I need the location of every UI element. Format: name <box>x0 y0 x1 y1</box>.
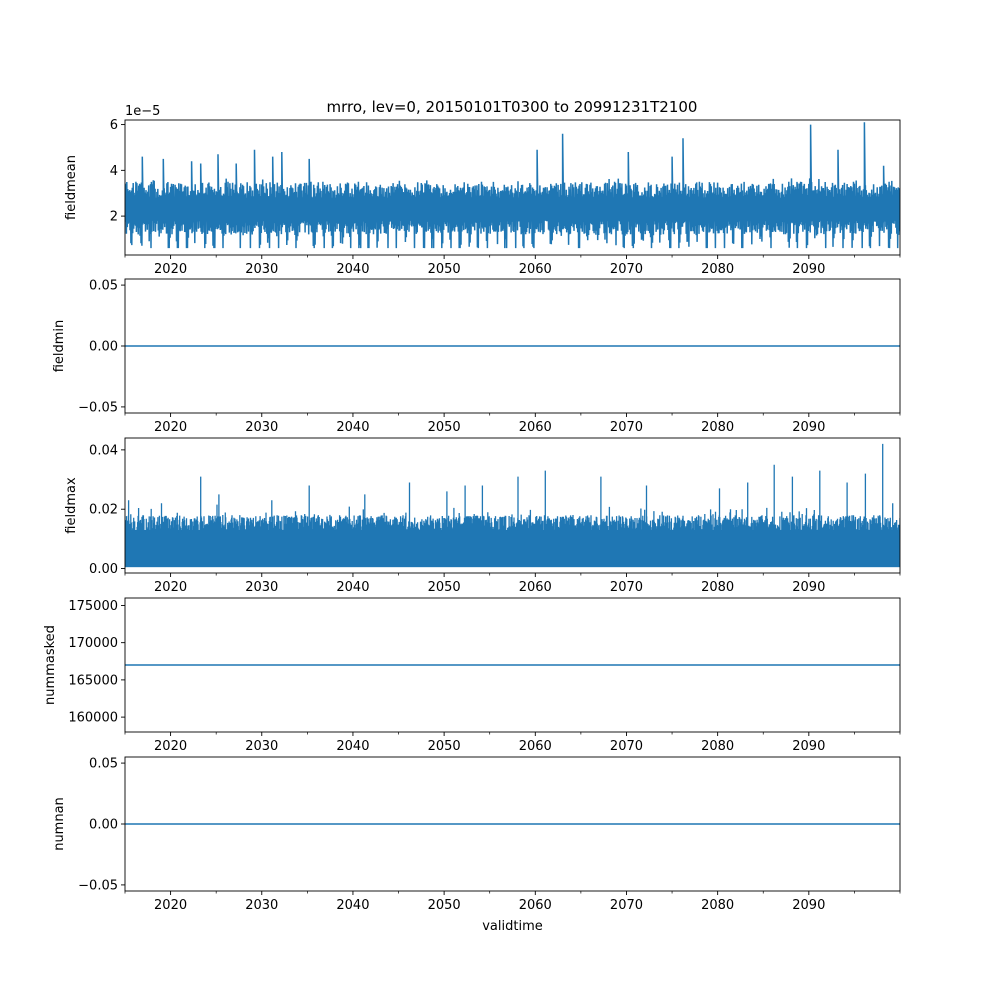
y-tick-label: 0.00 <box>89 818 118 833</box>
subplot-fieldmax: 0.00 0.02 0.04 2020 2030 2040 2050 2060 2070 2080… <box>64 437 901 595</box>
y-axis-label: fieldmax <box>64 477 79 534</box>
y-tick-label: 170000 <box>68 636 118 651</box>
y-tick-label: 0.00 <box>89 562 118 577</box>
x-tick-label: 2090 <box>792 580 825 595</box>
x-tick-label: 2080 <box>701 739 734 754</box>
x-tick-label: 2060 <box>519 898 552 913</box>
x-tick-label: 2050 <box>428 580 461 595</box>
y-axis-label: fieldmin <box>52 320 67 373</box>
y-tick-label: 165000 <box>68 673 118 688</box>
y-tick-label: −0.05 <box>78 878 118 893</box>
x-tick-label: 2090 <box>792 420 825 435</box>
axes-frame <box>124 119 901 256</box>
x-tick-label: 2040 <box>336 420 369 435</box>
x-tick-label: 2040 <box>336 739 369 754</box>
y-tick-label: −0.05 <box>78 400 118 415</box>
x-tick-label: 2030 <box>245 420 278 435</box>
x-tick-label: 2030 <box>245 262 278 277</box>
x-tick-label: 2070 <box>610 580 643 595</box>
x-tick-label: 2030 <box>245 898 278 913</box>
y-tick-label: 4 <box>110 164 118 179</box>
x-tick-label: 2070 <box>610 898 643 913</box>
y-tick-label: 0.00 <box>89 340 118 355</box>
series-fieldmean <box>125 122 900 249</box>
y-tick-label: 0.05 <box>89 279 118 294</box>
x-tick-label: 2040 <box>336 262 369 277</box>
y-tick-label: 2 <box>110 210 118 225</box>
y-tick-label: 6 <box>110 118 118 133</box>
x-tick-label: 2050 <box>428 739 461 754</box>
x-tick-label: 2080 <box>701 262 734 277</box>
x-tick-label: 2020 <box>154 580 187 595</box>
x-tick-label: 2080 <box>701 580 734 595</box>
x-tick-label: 2060 <box>519 739 552 754</box>
x-tick-label: 2030 <box>245 580 278 595</box>
subplot-fieldmin: −0.05 0.00 0.05 2020 2030 2040 2050 2060 2070 208… <box>52 278 901 435</box>
x-tick-label: 2070 <box>610 420 643 435</box>
subplot-numnan: −0.05 0.00 0.05 2020 2030 2040 2050 2060 2070 208… <box>52 756 901 934</box>
x-tick-label: 2080 <box>701 420 734 435</box>
y-axis-label: fieldmean <box>64 155 79 220</box>
y-tick-label: 0.02 <box>89 503 118 518</box>
x-tick-label: 2060 <box>519 262 552 277</box>
subplot-nummasked: 160000 165000 170000 175000 2020 2030 2040 2050… <box>43 597 901 754</box>
axes-frame <box>124 437 901 574</box>
x-tick-label: 2060 <box>519 420 552 435</box>
x-tick-label: 2060 <box>519 580 552 595</box>
series-line-fieldmean <box>125 122 900 249</box>
y-axis-label: numnan <box>52 797 67 851</box>
x-tick-label: 2020 <box>154 898 187 913</box>
series-line-fieldmax <box>125 443 900 568</box>
x-tick-label: 2020 <box>154 262 187 277</box>
x-tick-label: 2070 <box>610 262 643 277</box>
x-tick-label: 2080 <box>701 898 734 913</box>
y-axis-label: nummasked <box>43 625 58 705</box>
axes-frame <box>124 597 901 733</box>
y-tick-label: 175000 <box>68 599 118 614</box>
x-tick-label: 2030 <box>245 739 278 754</box>
x-tick-label: 2020 <box>154 739 187 754</box>
x-tick-label: 2050 <box>428 420 461 435</box>
x-tick-label: 2050 <box>428 262 461 277</box>
y-tick-label: 0.04 <box>89 443 118 458</box>
x-tick-label: 2040 <box>336 898 369 913</box>
figure-title: mrro, lev=0, 20150101T0300 to 20991231T2… <box>327 98 698 116</box>
subplot-fieldmean: 2 4 6 2020 2030 2040 2050 2060 2070 2080 2090 field… <box>64 104 901 277</box>
y-offset-text: 1e−5 <box>125 104 160 119</box>
x-tick-label: 2090 <box>792 739 825 754</box>
subplot-stack: 2 4 6 2020 2030 2040 2050 2060 2070 2080 2090 field… <box>43 104 901 934</box>
x-tick-label: 2090 <box>792 898 825 913</box>
x-axis-label: validtime <box>482 919 543 934</box>
y-tick-label: 0.05 <box>89 757 118 772</box>
x-tick-label: 2020 <box>154 420 187 435</box>
x-tick-label: 2090 <box>792 262 825 277</box>
y-tick-label: 160000 <box>68 711 118 726</box>
series-fieldmax <box>125 443 900 568</box>
x-tick-label: 2040 <box>336 580 369 595</box>
x-tick-label: 2070 <box>610 739 643 754</box>
x-tick-label: 2050 <box>428 898 461 913</box>
